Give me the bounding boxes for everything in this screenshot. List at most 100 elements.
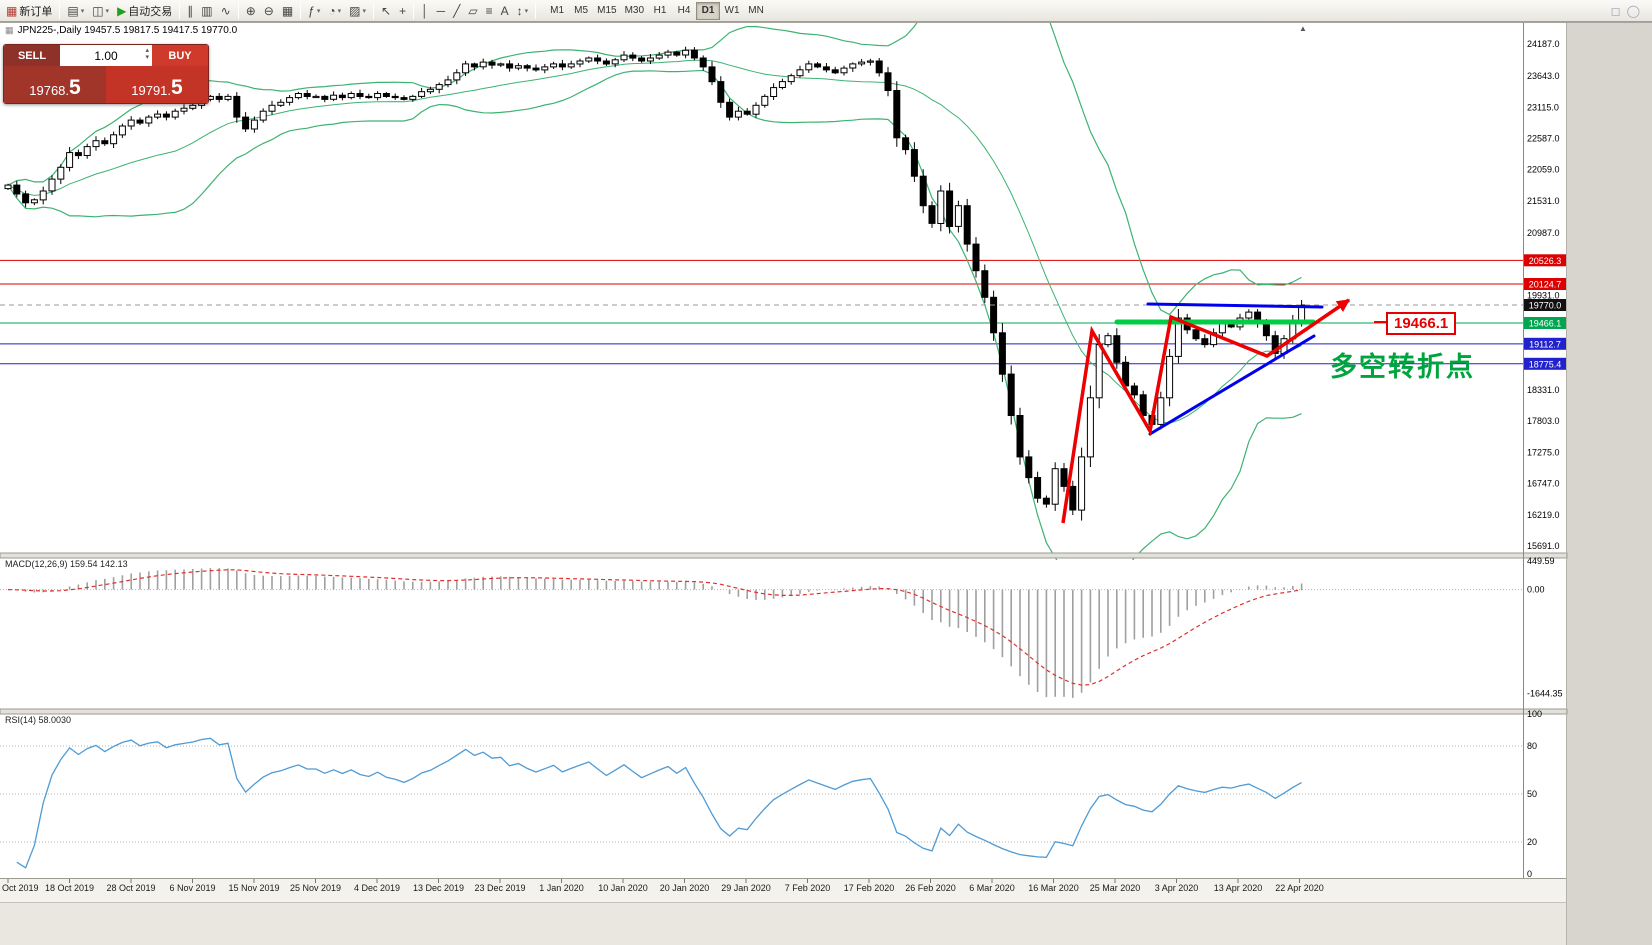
new-chart-icon: ▤ xyxy=(67,3,79,18)
tile-windows-button[interactable]: ▦ xyxy=(278,1,297,21)
turning-point-note[interactable]: 多空转折点 xyxy=(1330,352,1475,382)
price-tag: 18775.4 xyxy=(1529,359,1562,369)
new-chart-button[interactable]: ▤ ▾ xyxy=(63,1,88,21)
toolbar-help-icon[interactable]: ◻ xyxy=(1610,3,1621,18)
candles-chart-button[interactable]: ▥ xyxy=(197,1,216,21)
timeframe-mn-button[interactable]: MN xyxy=(744,2,768,20)
candlestick-chart-icon: ▦ xyxy=(5,25,14,35)
price-tick: 24187.0 xyxy=(1527,39,1560,49)
chart-title-text: JPN225-,Daily 19457.5 19817.5 19417.5 19… xyxy=(17,25,238,36)
rsi-scale-label: 50 xyxy=(1527,789,1537,799)
vertical-line-button[interactable]: │ xyxy=(417,1,433,21)
timeframe-w1-button[interactable]: W1 xyxy=(720,2,744,20)
timeframe-m5-button[interactable]: M5 xyxy=(569,2,593,20)
price-tick: 15691.0 xyxy=(1527,541,1560,551)
indicators-icon: ƒ xyxy=(308,3,315,18)
date-label: 20 Jan 2020 xyxy=(660,883,710,893)
periods-button[interactable]: ◔ ▾ xyxy=(324,1,345,21)
timeframe-m15-button[interactable]: M15 xyxy=(593,2,620,20)
bollinger-bands xyxy=(7,23,1302,560)
timeframe-d1-button[interactable]: D1 xyxy=(696,1,721,20)
cursor-icon: ↖ xyxy=(381,3,392,18)
price-tag: 20526.3 xyxy=(1529,256,1562,266)
rsi-scale-label: 0 xyxy=(1527,869,1532,879)
one-click-trading-panel: SELL 1.00 ▴ ▾ BUY 19768. 5 19791. 5 xyxy=(3,44,209,104)
chevron-down-icon: ▾ xyxy=(80,7,85,15)
buy-price[interactable]: 19791. 5 xyxy=(106,66,208,103)
auto-trading-button-label: 自动交易 xyxy=(128,5,173,18)
horizontal-line-button[interactable]: ─ xyxy=(433,1,450,21)
date-label: 13 Dec 2019 xyxy=(413,883,464,893)
fibonacci-button[interactable]: ≡ xyxy=(482,1,497,21)
arrows-button[interactable]: ↕ ▾ xyxy=(513,1,533,21)
one-click-top-row: SELL 1.00 ▴ ▾ BUY xyxy=(4,45,208,66)
price-tag: 19466.1 xyxy=(1529,318,1562,328)
toolbar-separator xyxy=(179,2,181,19)
cursor-button[interactable]: ↖ xyxy=(377,1,395,21)
rsi-pane[interactable] xyxy=(0,737,1523,869)
drawn-objects[interactable] xyxy=(1061,298,1386,524)
price-axis[interactable]: 24187.0 23643.0 23115.0 22587.0 22059.0 21531… xyxy=(1524,39,1566,879)
crosshair-button[interactable]: + xyxy=(395,1,410,21)
buy-button[interactable]: BUY xyxy=(152,45,208,66)
price-tag: 19770.0 xyxy=(1529,301,1562,311)
trendline-icon: ╱ xyxy=(453,3,461,18)
price-pane[interactable] xyxy=(4,0,1306,595)
price-callout[interactable]: 19466.1 xyxy=(1386,312,1457,335)
date-label: 29 Jan 2020 xyxy=(721,883,771,893)
trendline-button[interactable]: ╱ xyxy=(449,1,464,21)
zoom-in-button[interactable]: ⊕ xyxy=(242,1,260,21)
channel-icon: ▱ xyxy=(468,3,478,18)
date-label: 13 Apr 2020 xyxy=(1214,883,1263,893)
price-tick: 22059.0 xyxy=(1527,165,1560,175)
profiles-button[interactable]: ◫ ▾ xyxy=(88,1,113,21)
date-label: 6 Nov 2019 xyxy=(169,883,215,893)
macd-pane[interactable] xyxy=(0,568,1523,698)
price-tag: 19112.7 xyxy=(1529,339,1561,349)
volume-stepper[interactable]: 1.00 ▴ ▾ xyxy=(60,45,152,66)
candles-chart-icon: ▥ xyxy=(201,3,213,18)
date-label: 10 Jan 2020 xyxy=(598,883,648,893)
date-label: 7 Feb 2020 xyxy=(785,883,831,893)
vertical-line-icon: │ xyxy=(421,3,429,18)
toolbar-separator xyxy=(300,2,302,19)
toolbar-separator xyxy=(373,2,374,19)
volume-up-icon[interactable]: ▴ xyxy=(145,47,149,54)
toolbar: ▦ 新订单 ▤ ▾ ◫ ▾ ▶ 自动交易 ∥ ▥ ∿ ⊕ ⊖ ▦ ƒ ▾ ◔ ▾ ▨ ▾ ↖ + │ ─ ╱ ▱ ≡ A ↕ ▾ M1 M5 M… xyxy=(0,0,1652,22)
volume-spinner: ▴ ▾ xyxy=(145,47,149,61)
chevron-down-icon: ▾ xyxy=(524,7,529,15)
zoom-in-icon: ⊕ xyxy=(245,3,256,18)
auto-trading-button[interactable]: ▶ 自动交易 xyxy=(113,1,176,21)
timeframe-m30-button[interactable]: M30 xyxy=(621,2,648,20)
rsi-scale-label: 100 xyxy=(1527,709,1542,719)
channel-button[interactable]: ▱ xyxy=(464,1,481,21)
zoom-out-button[interactable]: ⊖ xyxy=(260,1,278,21)
sell-button[interactable]: SELL xyxy=(4,45,60,66)
bars-chart-button[interactable]: ∥ xyxy=(183,1,197,21)
periods-icon: ◔ xyxy=(328,3,336,18)
timeframe-h4-button[interactable]: H4 xyxy=(672,2,696,20)
toolbar-separator xyxy=(535,2,537,19)
price-tick: 23115.0 xyxy=(1527,102,1559,112)
price-tick: 19931.0 xyxy=(1527,290,1560,300)
macd-scale-label: 449.59 xyxy=(1527,556,1555,566)
timeframe-m1-button[interactable]: M1 xyxy=(545,2,569,20)
date-label: 26 Feb 2020 xyxy=(905,883,956,893)
indicators-button[interactable]: ƒ ▾ xyxy=(304,1,324,21)
line-chart-button[interactable]: ∿ xyxy=(217,1,235,21)
text-button[interactable]: A xyxy=(497,1,513,21)
date-label: 28 Oct 2019 xyxy=(106,883,155,893)
sell-price[interactable]: 19768. 5 xyxy=(4,66,106,103)
price-tag: 20124.7 xyxy=(1529,280,1562,290)
time-axis[interactable]: Oct 2019 18 Oct 2019 28 Oct 2019 6 Nov 2019… xyxy=(2,879,1324,893)
toolbar-separator xyxy=(59,2,61,19)
templates-button[interactable]: ▨ ▾ xyxy=(345,1,370,21)
new-order-button[interactable]: ▦ 新订单 xyxy=(2,1,56,21)
toolbar-community-icon[interactable]: ◯ xyxy=(1626,3,1640,18)
new-order-icon: ▦ xyxy=(6,3,18,18)
volume-down-icon[interactable]: ▾ xyxy=(145,54,149,61)
scroll-marker-icon[interactable]: ▲ xyxy=(1299,24,1307,33)
date-label: 16 Mar 2020 xyxy=(1028,883,1079,893)
timeframe-h1-button[interactable]: H1 xyxy=(648,2,672,20)
